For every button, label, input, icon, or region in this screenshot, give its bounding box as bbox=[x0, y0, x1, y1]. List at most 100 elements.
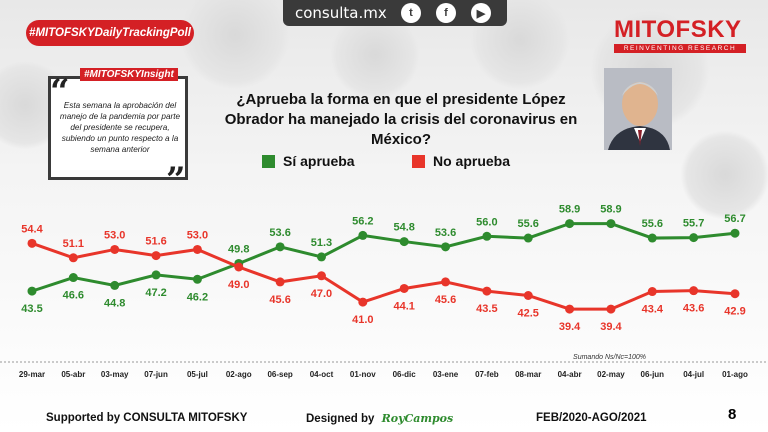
data-point bbox=[399, 283, 409, 293]
data-label: 43.5 bbox=[21, 303, 42, 315]
data-label: 41.0 bbox=[352, 314, 373, 326]
data-point bbox=[565, 219, 575, 229]
data-label: 44.8 bbox=[104, 297, 125, 309]
data-point bbox=[689, 233, 699, 243]
data-label: 55.6 bbox=[518, 218, 539, 230]
data-point bbox=[358, 230, 368, 240]
data-point bbox=[68, 253, 78, 263]
youtube-icon[interactable]: ▶ bbox=[471, 3, 491, 23]
legend-label-disapprove: No aprueba bbox=[433, 153, 511, 169]
x-tick-label: 29-mar bbox=[19, 370, 45, 379]
series-line-disapprove bbox=[31, 241, 736, 311]
data-point bbox=[27, 238, 37, 248]
data-point bbox=[110, 244, 120, 254]
data-label: 44.1 bbox=[393, 300, 414, 312]
data-point bbox=[647, 233, 657, 243]
chart-title: ¿Aprueba la forma en que el presidente L… bbox=[224, 91, 578, 148]
data-label: 53.0 bbox=[104, 229, 125, 241]
legend-label-approve: Sí aprueba bbox=[283, 153, 355, 169]
x-tick-label: 05-jul bbox=[187, 370, 208, 379]
data-label: 55.7 bbox=[683, 218, 704, 230]
data-label: 58.9 bbox=[600, 204, 621, 216]
data-label: 54.4 bbox=[21, 223, 43, 235]
data-point bbox=[730, 289, 740, 299]
data-label: 42.9 bbox=[724, 306, 745, 318]
x-tick-label: 01-ago bbox=[722, 370, 748, 379]
data-label: 47.0 bbox=[311, 288, 332, 300]
data-point bbox=[151, 270, 161, 280]
data-point bbox=[275, 277, 285, 287]
virus-decoration bbox=[180, 0, 290, 90]
legend-item-approve: Sí aprueba bbox=[262, 153, 355, 169]
facebook-icon[interactable]: f bbox=[436, 3, 456, 23]
data-point bbox=[441, 277, 451, 287]
data-label: 53.6 bbox=[435, 227, 456, 239]
footer-designed: Designed by RoyCampos bbox=[306, 412, 453, 425]
chart-note: Sumando Ns/Nc=100% bbox=[573, 354, 646, 361]
data-point bbox=[151, 251, 161, 261]
data-label: 46.6 bbox=[63, 290, 84, 302]
virus-decoration bbox=[680, 130, 768, 220]
page-number: 8 bbox=[728, 406, 737, 423]
data-point bbox=[192, 274, 202, 284]
data-label: 42.5 bbox=[518, 308, 539, 320]
data-label: 39.4 bbox=[600, 321, 622, 333]
legend-swatch-approve bbox=[262, 154, 275, 168]
data-label: 45.6 bbox=[435, 294, 456, 306]
data-point bbox=[316, 271, 326, 281]
insight-text: Esta semana la aprobación del manejo de … bbox=[59, 101, 181, 154]
data-point bbox=[647, 287, 657, 297]
insight-tag: #MITOFSKYInsight bbox=[80, 68, 178, 81]
data-label: 56.7 bbox=[724, 213, 745, 225]
data-label: 49.8 bbox=[228, 243, 249, 255]
data-point bbox=[192, 244, 202, 254]
data-label: 56.2 bbox=[352, 215, 373, 227]
data-label: 43.4 bbox=[642, 304, 664, 316]
data-point bbox=[399, 237, 409, 247]
data-point bbox=[441, 242, 451, 252]
legend-swatch-disapprove bbox=[412, 154, 425, 168]
site-link[interactable]: consulta.mx bbox=[295, 4, 387, 22]
data-label: 46.2 bbox=[187, 291, 208, 303]
footer-period: FEB/2020-AGO/2021 bbox=[536, 412, 647, 424]
data-point bbox=[234, 262, 244, 272]
president-photo bbox=[604, 68, 672, 150]
x-tick-label: 02-may bbox=[597, 370, 625, 379]
series-line-approve bbox=[31, 222, 736, 293]
data-point bbox=[730, 228, 740, 238]
twitter-icon[interactable]: t bbox=[401, 3, 421, 23]
data-point bbox=[68, 273, 78, 283]
data-point bbox=[523, 233, 533, 243]
data-label: 55.6 bbox=[642, 218, 663, 230]
x-tick-label: 06-jun bbox=[641, 370, 665, 379]
data-point bbox=[606, 219, 616, 229]
data-point bbox=[689, 286, 699, 296]
x-tick-label: 05-abr bbox=[61, 370, 85, 379]
x-tick-label: 04-abr bbox=[558, 370, 582, 379]
data-point bbox=[482, 286, 492, 296]
data-label: 47.2 bbox=[145, 287, 166, 299]
data-label: 51.6 bbox=[145, 236, 166, 248]
tracking-poll-badge: #MITOFSKYDailyTrackingPoll bbox=[26, 20, 194, 46]
x-tick-label: 01-nov bbox=[350, 370, 376, 379]
data-point bbox=[482, 231, 492, 241]
data-label: 53.0 bbox=[187, 229, 208, 241]
x-tick-label: 04-oct bbox=[310, 370, 334, 379]
footer-supported: Supported by CONSULTA MITOFSKY bbox=[46, 412, 248, 424]
x-tick-label: 07-jun bbox=[144, 370, 168, 379]
brand-tagline: REINVENTING RESEARCH bbox=[614, 44, 746, 53]
x-tick-label: 06-dic bbox=[393, 370, 417, 379]
data-point bbox=[110, 280, 120, 290]
footer-designer: RoyCampos bbox=[381, 412, 454, 425]
data-point bbox=[358, 297, 368, 307]
data-point bbox=[27, 286, 37, 296]
data-label: 56.0 bbox=[476, 216, 497, 228]
brand-logo: MITOFSKY REINVENTING RESEARCH bbox=[614, 18, 746, 53]
data-label: 43.5 bbox=[476, 303, 497, 315]
data-point bbox=[275, 242, 285, 252]
close-quote-icon: ” bbox=[166, 160, 186, 200]
data-label: 45.6 bbox=[269, 294, 290, 306]
data-point bbox=[565, 304, 575, 314]
data-label: 58.9 bbox=[559, 204, 580, 216]
